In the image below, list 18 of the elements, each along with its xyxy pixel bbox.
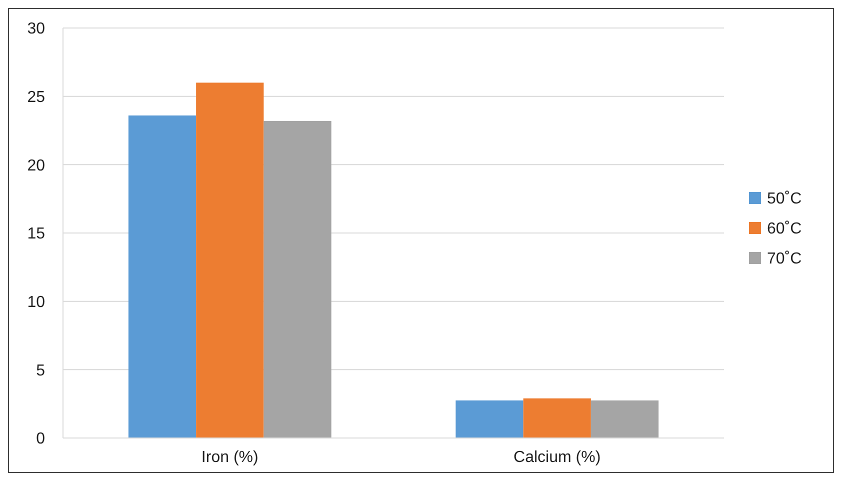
y-tick-label: 25: [27, 88, 46, 106]
bar: [196, 82, 264, 438]
legend-label: 70˚C: [767, 250, 802, 268]
y-tick-label: 30: [27, 20, 46, 38]
x-tick-label: Iron (%): [201, 449, 258, 466]
y-tick-label: 15: [27, 226, 46, 243]
legend-label: 50˚C: [767, 190, 802, 208]
x-tick-label: Calcium (%): [514, 449, 601, 466]
bar: [523, 398, 591, 438]
bar: [456, 400, 524, 438]
y-tick-label: 20: [27, 157, 46, 174]
y-tick-label: 10: [27, 294, 46, 311]
legend-label: 60˚C: [767, 220, 802, 238]
bar: [128, 115, 196, 438]
y-tick-label: 5: [36, 362, 46, 380]
bar: [264, 120, 332, 438]
bar: [590, 400, 659, 438]
y-tick-label: 0: [36, 430, 46, 448]
